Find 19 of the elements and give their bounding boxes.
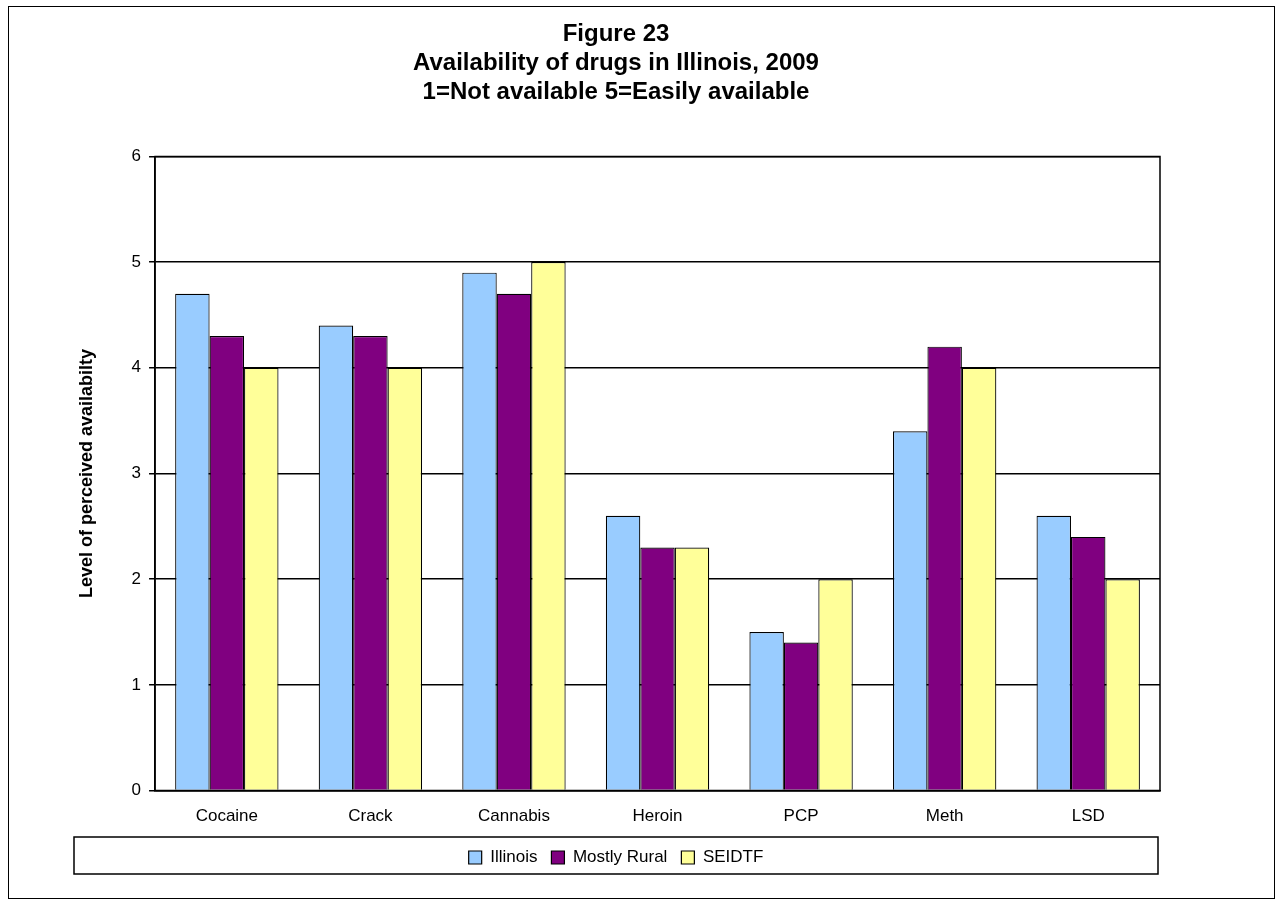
x-tick-label: Crack [348, 806, 394, 826]
y-axis-title: Level of perceived availabilty [75, 348, 96, 599]
x-tick-label: LSD [1071, 806, 1105, 826]
x-tick-label: Cocaine [195, 806, 259, 826]
y-tick-label: 4 [131, 357, 142, 377]
legend-label: SEIDTF [702, 847, 764, 867]
y-tick-label: 1 [131, 674, 142, 694]
x-tick-label: Cannabis [478, 806, 550, 826]
y-tick-label: 6 [131, 146, 142, 166]
y-tick-label: 0 [131, 780, 142, 800]
chart-title: Figure 23 Availability of drugs in Illinois, 2009 1=Not available 5=Easily available [413, 19, 819, 104]
x-tick-label: Meth [925, 806, 964, 826]
y-tick-label: 2 [131, 568, 142, 588]
legend-label: Illinois [490, 847, 538, 867]
y-tick-label: 5 [131, 251, 142, 271]
x-tick-label: Heroin [632, 806, 683, 826]
y-tick-label: 3 [131, 463, 142, 483]
x-tick-label: PCP [783, 806, 819, 826]
legend-label: Mostly Rural [572, 847, 668, 867]
